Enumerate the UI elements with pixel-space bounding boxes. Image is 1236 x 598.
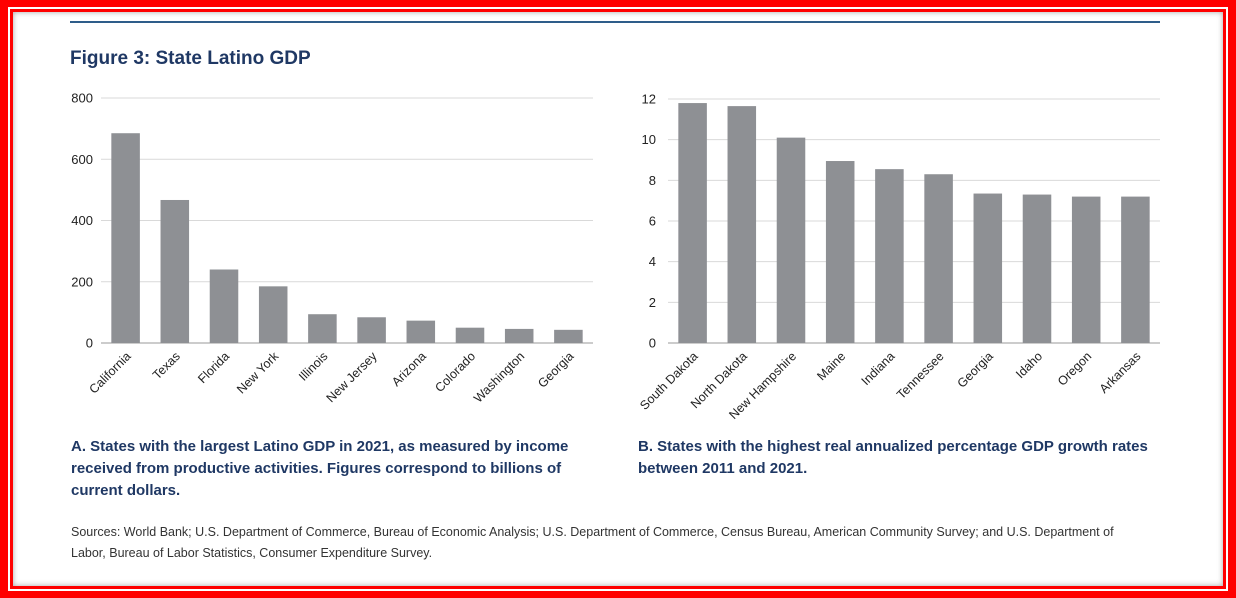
chart-a-bar [554,329,583,343]
chart-a-bar [111,133,140,343]
chart-b-ytick-label: 12 [642,92,656,107]
chart-a-bar [258,286,288,343]
chart-b-bar [875,169,904,343]
chart-b-bar [1022,194,1052,343]
chart-b-bar [1121,196,1150,343]
chart-b-ytick-label: 10 [642,132,656,147]
chart-b-bar [678,103,707,343]
figure-title: Figure 3: State Latino GDP [70,48,311,69]
chart-a-caption: A. States with the largest Latino GDP in… [71,438,569,499]
chart-a-ytick-label: 200 [71,274,93,289]
chart-b-bar [776,137,806,343]
chart-b-ytick-label: 0 [649,336,656,351]
sources-note: Sources: World Bank; U.S. Department of … [71,525,1114,560]
chart-b-ytick-label: 4 [649,254,656,269]
chart-b-bar [973,193,1003,343]
chart-a-bar [406,320,436,343]
chart-a-ytick-label: 0 [86,336,93,351]
chart-b-caption: B. States with the highest real annualiz… [638,438,1148,477]
chart-a-ytick-label: 800 [71,91,93,106]
chart-b-bar [727,106,757,343]
chart-b-category-label: Maine [814,349,848,383]
chart-b-category-label: Idaho [1013,349,1045,381]
chart-a-bar [504,328,534,343]
chart-b-ytick-label: 6 [649,214,656,229]
chart-a-bar [357,317,386,343]
chart-a-bar [308,314,337,343]
chart-b-ytick-label: 8 [649,173,656,188]
chart-a-bar [160,199,190,343]
chart-b-category-label: Tennessee [894,349,947,402]
chart-a-bar [455,327,485,343]
chart-b-category-label: Arkansas [1097,349,1144,396]
chart-b-bar [825,161,855,343]
top-rule [70,21,1160,23]
figure-panel: Figure 3: State Latino GDP 0 200 400 600 800… [13,12,1223,586]
chart-a-ytick-label: 600 [71,152,93,167]
chart-b-bar [1071,196,1101,343]
chart-a-bar [209,269,239,343]
chart-a-ytick-label: 400 [71,213,93,228]
chart-b-category-label: Indiana [859,349,898,388]
chart-b-ytick-label: 2 [649,295,656,310]
chart-b-category-label: Georgia [955,349,996,390]
chart-b-category-label: Oregon [1055,349,1094,388]
chart-b-bar [924,174,953,343]
